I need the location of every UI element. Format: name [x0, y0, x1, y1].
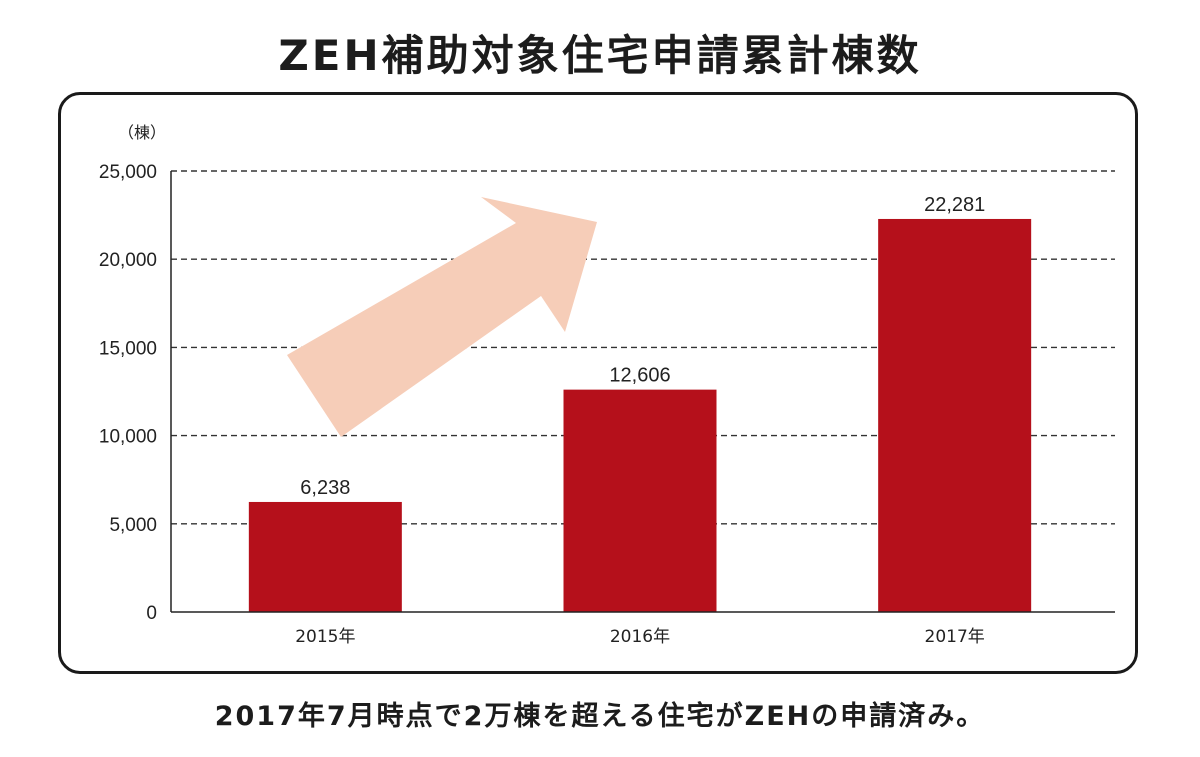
bar-2015年 — [248, 501, 402, 612]
y-tick-label: 25,000 — [99, 162, 157, 183]
y-axis-unit-label: （棟） — [118, 123, 166, 142]
y-tick-label: 20,000 — [99, 250, 157, 271]
data-label: 6,238 — [300, 477, 350, 499]
y-tick-label: 15,000 — [99, 338, 157, 359]
data-label: 12,606 — [609, 365, 670, 387]
x-tick-label: 2017年 — [925, 627, 985, 647]
y-tick-label: 0 — [146, 603, 157, 624]
data-label: 22,281 — [924, 194, 985, 216]
y-tick-label: 5,000 — [109, 515, 157, 536]
x-axis-ticks: 2015年 2016年 2017年 — [295, 627, 985, 647]
chart-title: ZEH補助対象住宅申請累計棟数 — [278, 31, 922, 80]
y-tick-label: 10,000 — [99, 427, 157, 448]
trend-arrow-icon — [287, 197, 597, 437]
bars — [248, 218, 1032, 612]
chart-frame — [58, 92, 1138, 674]
bar-2017年 — [878, 218, 1032, 612]
x-tick-label: 2016年 — [610, 627, 670, 647]
x-tick-label: 2015年 — [295, 627, 355, 647]
bar-2016年 — [563, 389, 717, 612]
y-axis-ticks: 0 5,000 10,000 15,000 20,000 25,000 — [99, 162, 157, 624]
caption: 2017年7月時点で2万棟を超える住宅がZEHの申請済み。 — [214, 701, 986, 732]
data-labels: 6,238 12,606 22,281 — [300, 194, 985, 499]
